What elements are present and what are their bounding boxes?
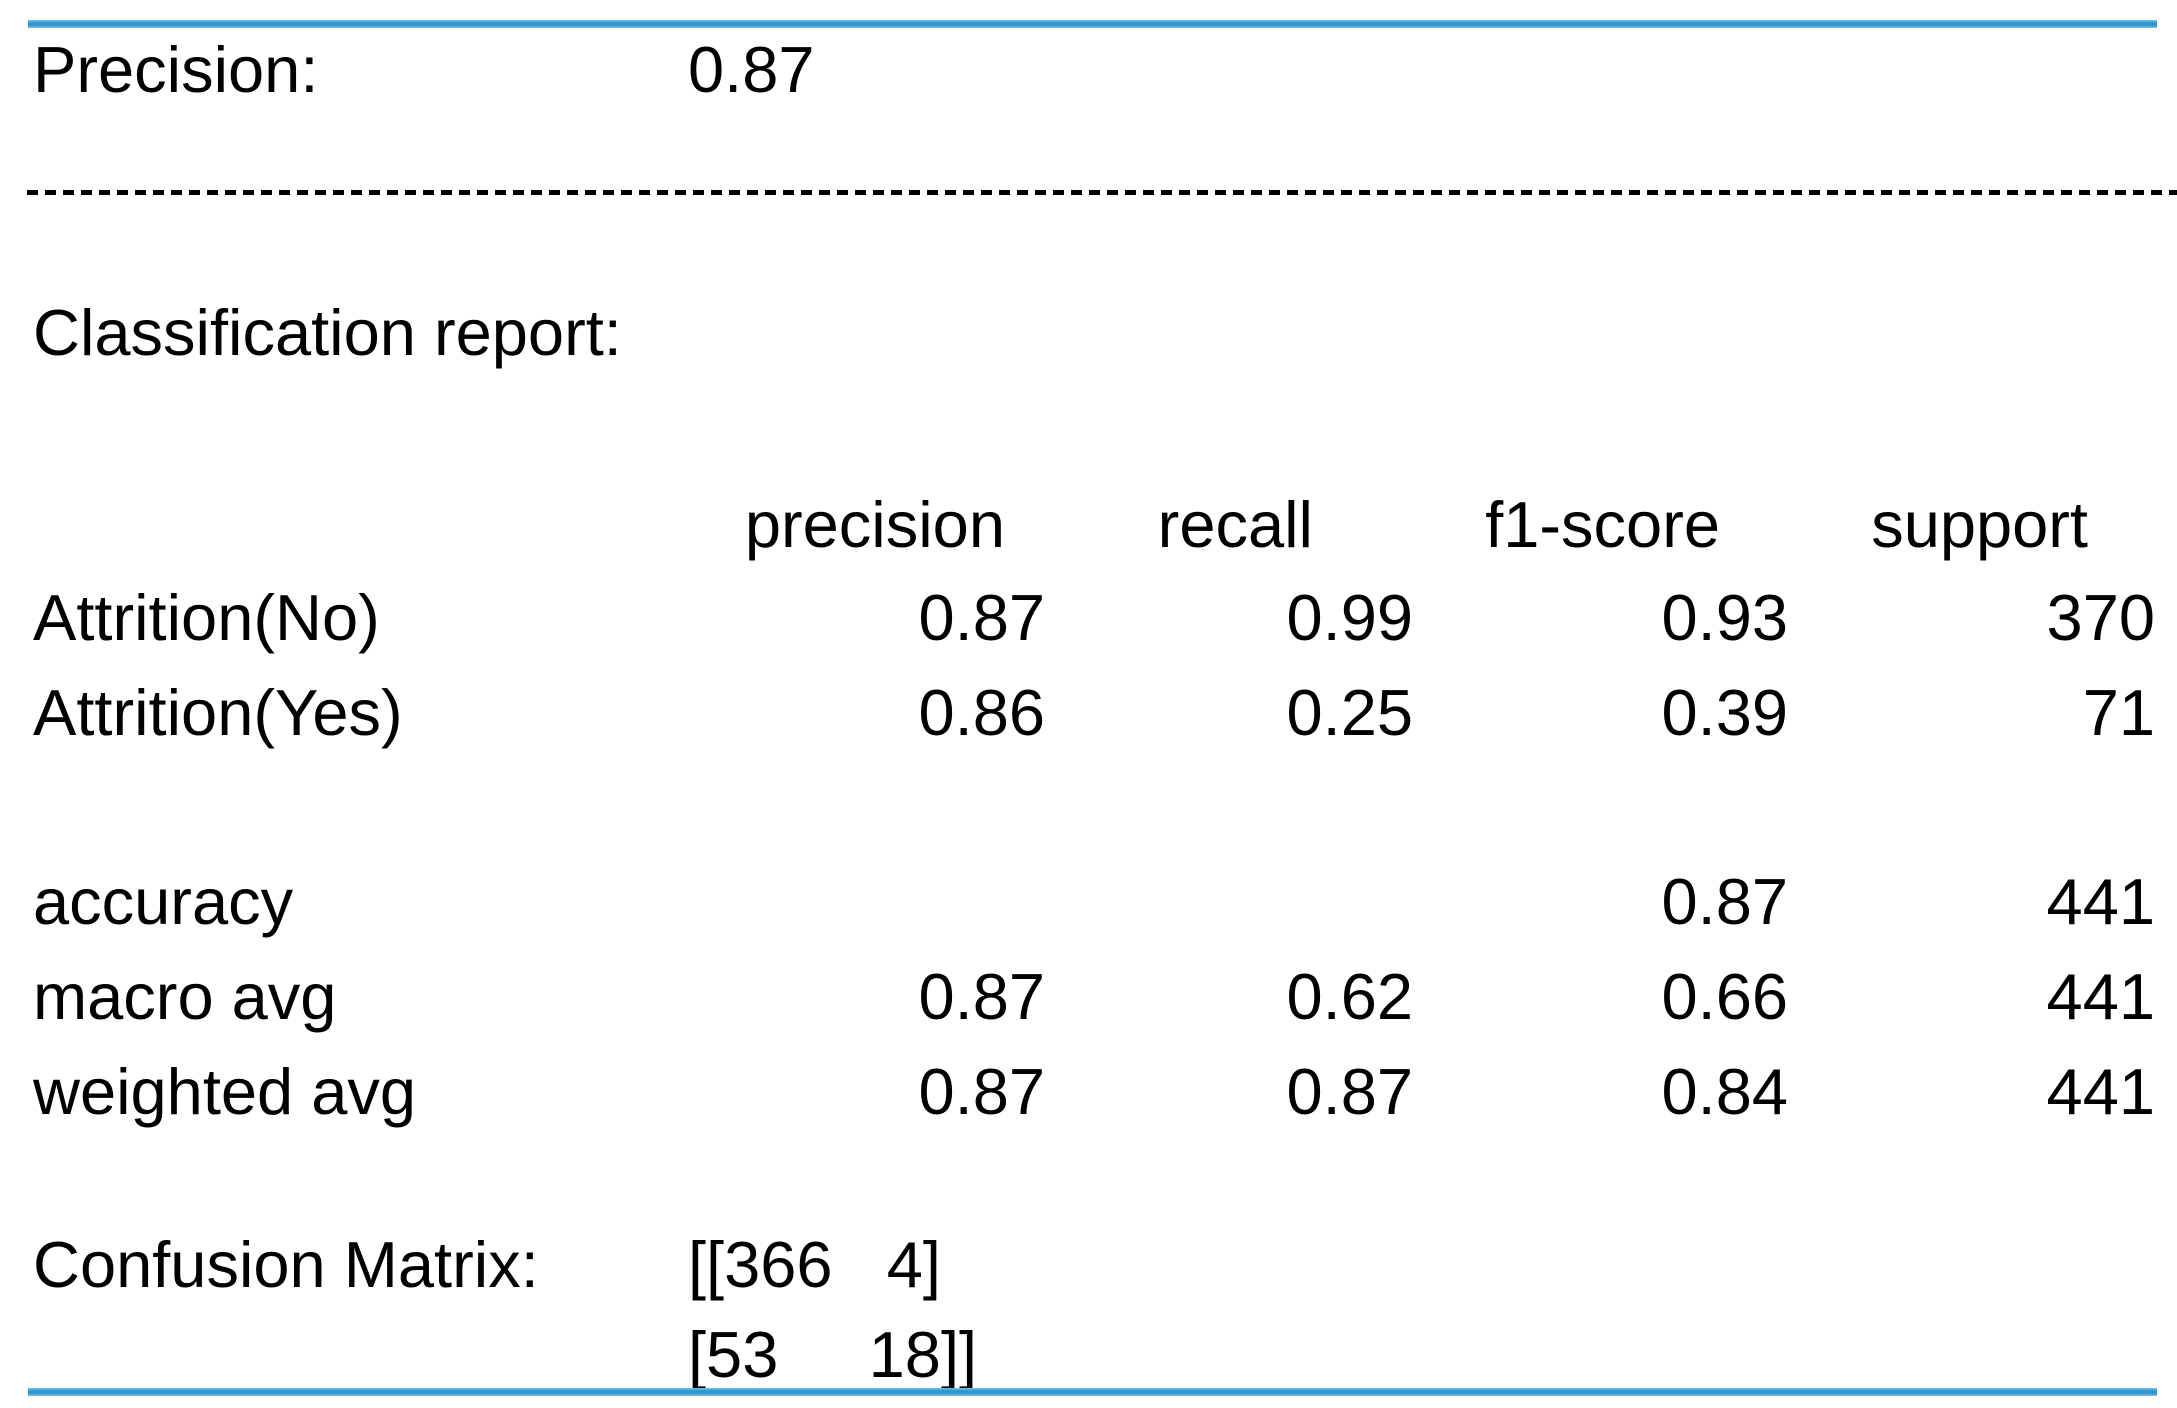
section-title: Classification report: bbox=[33, 296, 622, 369]
cell-recall: 0.87 bbox=[1286, 1055, 1413, 1128]
dashed-divider bbox=[27, 190, 2177, 195]
table-header-row: precision recall f1-score support bbox=[0, 488, 2177, 584]
cell-precision: 0.87 bbox=[918, 960, 1045, 1033]
cell-f1-score: 0.66 bbox=[1661, 960, 1788, 1033]
table-row: macro avg 0.87 0.62 0.66 441 bbox=[0, 960, 2177, 1056]
precision-summary-value: 0.87 bbox=[688, 33, 815, 106]
column-header-support: support bbox=[1871, 488, 2088, 561]
row-label: Attrition(No) bbox=[33, 581, 380, 654]
cell-f1-score: 0.87 bbox=[1661, 865, 1788, 938]
cell-precision: 0.87 bbox=[918, 581, 1045, 654]
row-label: weighted avg bbox=[33, 1055, 417, 1128]
column-header-f1-score: f1-score bbox=[1485, 488, 1720, 561]
confusion-matrix-line2: [53 18]] bbox=[688, 1318, 978, 1391]
table-row: Attrition(No) 0.87 0.99 0.93 370 bbox=[0, 581, 2177, 677]
cell-precision: 0.87 bbox=[918, 1055, 1045, 1128]
row-label: macro avg bbox=[33, 960, 337, 1033]
cell-support: 370 bbox=[2046, 581, 2155, 654]
table-row: accuracy 0.87 441 bbox=[0, 865, 2177, 961]
cell-support: 441 bbox=[2046, 1055, 2155, 1128]
cell-recall: 0.99 bbox=[1286, 581, 1413, 654]
cell-precision: 0.86 bbox=[918, 676, 1045, 749]
row-label: accuracy bbox=[33, 865, 294, 938]
row-label: Attrition(Yes) bbox=[33, 676, 403, 749]
column-header-precision: precision bbox=[744, 488, 1005, 561]
column-header-recall: recall bbox=[1157, 488, 1313, 561]
cell-recall: 0.62 bbox=[1286, 960, 1413, 1033]
confusion-matrix-label: Confusion Matrix: bbox=[33, 1228, 539, 1301]
precision-summary-row: Precision: 0.87 bbox=[0, 33, 2177, 129]
top-accent-divider bbox=[28, 20, 2157, 28]
cell-support: 441 bbox=[2046, 865, 2155, 938]
confusion-matrix-line1: [[366 4] bbox=[688, 1228, 941, 1301]
precision-summary-label: Precision: bbox=[33, 33, 319, 106]
section-title-row: Classification report: bbox=[0, 296, 2177, 392]
cell-f1-score: 0.39 bbox=[1661, 676, 1788, 749]
confusion-matrix-row2: [53 18]] bbox=[0, 1318, 2177, 1408]
confusion-matrix-row: Confusion Matrix: [[366 4] bbox=[0, 1228, 2177, 1324]
table-row: Attrition(Yes) 0.86 0.25 0.39 71 bbox=[0, 676, 2177, 772]
cell-f1-score: 0.84 bbox=[1661, 1055, 1788, 1128]
bottom-accent-divider bbox=[28, 1388, 2157, 1396]
table-row: weighted avg 0.87 0.87 0.84 441 bbox=[0, 1055, 2177, 1151]
cell-support: 441 bbox=[2046, 960, 2155, 1033]
cell-support: 71 bbox=[2082, 676, 2155, 749]
cell-recall: 0.25 bbox=[1286, 676, 1413, 749]
cell-f1-score: 0.93 bbox=[1661, 581, 1788, 654]
